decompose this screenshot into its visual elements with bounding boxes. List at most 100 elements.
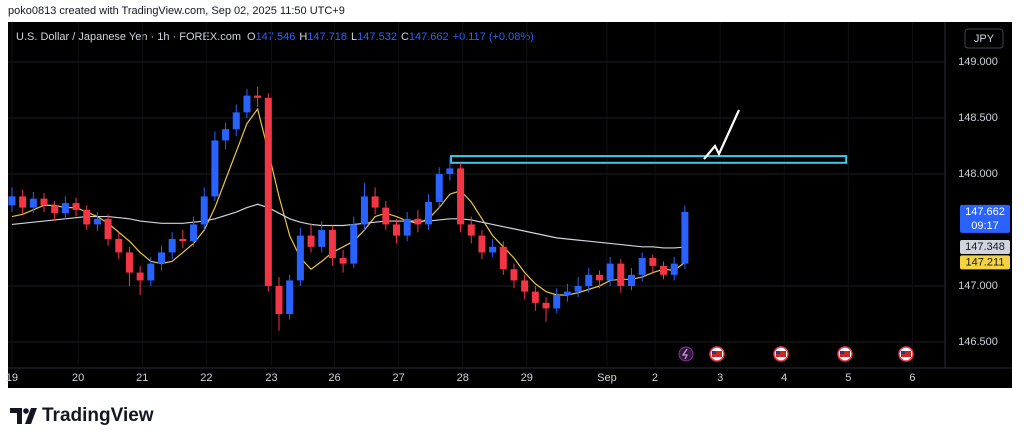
x-tick-label: 19 xyxy=(6,372,18,384)
event-icon[interactable] xyxy=(709,346,725,362)
candle-body xyxy=(328,230,336,259)
candle-body xyxy=(83,209,91,225)
candle-body xyxy=(115,238,123,253)
candle-body xyxy=(382,207,390,225)
candle-body xyxy=(264,97,272,287)
x-tick-label: 6 xyxy=(909,372,915,384)
quote-value: 147.662 xyxy=(409,31,449,43)
candle-body xyxy=(93,218,101,225)
candle-body xyxy=(606,263,614,281)
y-tick-label: 149.000 xyxy=(958,56,998,68)
candle-body xyxy=(595,274,603,281)
candle-body xyxy=(553,294,561,309)
candle-body xyxy=(61,203,69,214)
candle-body xyxy=(350,224,358,264)
candle-body xyxy=(563,291,571,295)
candle-body xyxy=(521,280,529,292)
candle-body xyxy=(649,258,657,266)
price-tag xyxy=(960,255,1010,270)
caption: poko0813 created with TradingView.com, S… xyxy=(8,5,345,17)
candle-body xyxy=(29,198,37,208)
price-tag xyxy=(960,240,1010,255)
candle-body xyxy=(147,263,155,281)
candle-body xyxy=(179,238,187,242)
candle-body xyxy=(168,238,176,253)
candle-body xyxy=(446,168,454,175)
quote-key: C xyxy=(401,31,409,43)
candle-body xyxy=(617,263,625,287)
x-tick-label: 2 xyxy=(652,372,658,384)
price-tag-label: 147.662 xyxy=(965,206,1005,218)
candle-body xyxy=(51,205,59,214)
x-tick-label: 22 xyxy=(200,372,212,384)
event-icon[interactable] xyxy=(773,346,789,362)
x-tick-label: 26 xyxy=(328,372,340,384)
event-markers xyxy=(678,346,914,362)
event-icon[interactable] xyxy=(678,346,694,362)
candle-body xyxy=(360,196,368,225)
candle-body xyxy=(670,263,678,275)
candle-body xyxy=(254,95,262,98)
event-icon-glyph xyxy=(681,348,689,360)
quote-key: O xyxy=(247,31,256,43)
currency-button[interactable] xyxy=(964,28,1004,49)
legend: U.S. Dollar / Japanese Yen · 1h · FOREX.… xyxy=(16,31,534,43)
currency-label: JPY xyxy=(974,33,995,45)
candle-body xyxy=(425,202,433,225)
candle-body xyxy=(467,224,475,236)
candle-body xyxy=(211,140,219,197)
candle-body xyxy=(339,258,347,264)
x-tick-label: 3 xyxy=(717,372,723,384)
event-icon[interactable] xyxy=(898,346,914,362)
symbol: U.S. Dollar / Japanese Yen · 1h · FOREX.… xyxy=(16,31,241,43)
price-tag xyxy=(960,204,1010,233)
candle-body xyxy=(104,218,112,239)
x-tick-label: 23 xyxy=(265,372,277,384)
candle-body xyxy=(371,196,379,208)
candle-body xyxy=(574,286,582,292)
candle-body xyxy=(489,246,497,253)
candle-body xyxy=(19,196,27,208)
candle-body xyxy=(414,218,422,225)
candle-body xyxy=(510,269,518,281)
y-tick-label: 148.500 xyxy=(958,112,998,124)
x-tick-label: 27 xyxy=(393,372,405,384)
moving-average xyxy=(11,203,685,249)
candle-body xyxy=(660,265,668,275)
candle-body xyxy=(318,230,326,247)
quote-value: 147.718 xyxy=(307,31,347,43)
x-tick-label: 21 xyxy=(136,372,148,384)
candle-body xyxy=(638,258,646,275)
candle-body xyxy=(296,235,304,281)
candle-body xyxy=(627,274,635,287)
quote-key: L xyxy=(351,31,357,43)
candle-body xyxy=(531,291,539,303)
candle-body xyxy=(435,174,443,203)
price-tag-label: 147.348 xyxy=(965,241,1005,253)
candle-body xyxy=(222,129,230,141)
y-tick-label: 147.000 xyxy=(958,280,998,292)
candle-body xyxy=(403,218,411,236)
candle-body xyxy=(190,224,198,242)
x-tick-label: 29 xyxy=(521,372,533,384)
drawn-arrow xyxy=(703,109,741,160)
x-tick-label: 20 xyxy=(72,372,84,384)
quote-value: 147.532 xyxy=(357,31,397,43)
candle-body xyxy=(8,196,16,206)
candle-body xyxy=(136,272,144,281)
candle-body xyxy=(681,211,689,264)
candle-body xyxy=(157,252,165,264)
candle-body xyxy=(40,198,48,206)
y-tick-label: 148.000 xyxy=(958,168,998,180)
x-tick-label: 5 xyxy=(845,372,851,384)
quote-value: 147.546 xyxy=(256,31,296,43)
candle-body xyxy=(457,168,465,225)
y-tick-label: 146.500 xyxy=(958,336,998,348)
candle-body xyxy=(232,112,240,130)
candle-body xyxy=(585,274,593,287)
event-icon[interactable] xyxy=(837,346,853,362)
candle-body xyxy=(286,280,294,315)
x-tick-label: 28 xyxy=(457,372,469,384)
candle-body xyxy=(72,203,80,210)
